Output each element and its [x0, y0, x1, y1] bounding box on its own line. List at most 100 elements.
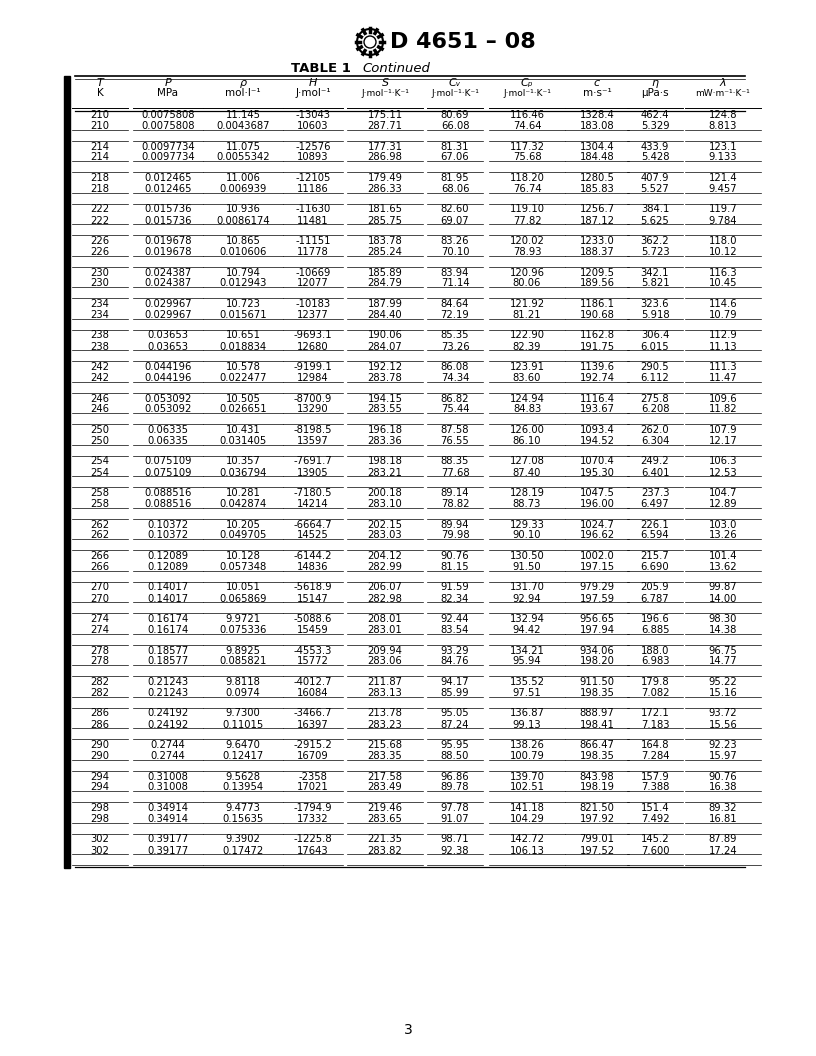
Text: 384.1: 384.1 — [641, 205, 669, 214]
Text: -8700.9: -8700.9 — [294, 394, 332, 403]
Text: 7.284: 7.284 — [641, 751, 669, 761]
Text: 7.082: 7.082 — [641, 689, 669, 698]
Text: 123.91: 123.91 — [509, 362, 544, 372]
Text: 290.5: 290.5 — [641, 362, 669, 372]
Text: 283.10: 283.10 — [368, 499, 402, 509]
Text: 12.53: 12.53 — [708, 468, 738, 477]
Text: 196.00: 196.00 — [579, 499, 614, 509]
Text: 238: 238 — [91, 331, 109, 340]
Text: 183.78: 183.78 — [368, 235, 402, 246]
Text: 185.83: 185.83 — [579, 184, 614, 194]
Text: 0.044196: 0.044196 — [144, 362, 192, 372]
Text: 1139.6: 1139.6 — [579, 362, 614, 372]
Text: 83.54: 83.54 — [441, 625, 469, 635]
Text: 0.10372: 0.10372 — [148, 520, 188, 529]
Text: 213.78: 213.78 — [367, 709, 402, 718]
Text: 16.38: 16.38 — [709, 782, 737, 792]
Text: 14.00: 14.00 — [709, 593, 737, 603]
Text: 196.18: 196.18 — [367, 425, 402, 435]
Text: 0.0097734: 0.0097734 — [141, 142, 195, 151]
Text: 0.012465: 0.012465 — [144, 173, 192, 183]
Text: 84.64: 84.64 — [441, 299, 469, 309]
Text: 1002.0: 1002.0 — [579, 551, 614, 561]
Text: 14.77: 14.77 — [708, 657, 738, 666]
Text: 6.401: 6.401 — [641, 468, 669, 477]
Text: 10.281: 10.281 — [225, 488, 260, 498]
Text: 230: 230 — [91, 267, 109, 278]
Text: 89.78: 89.78 — [441, 782, 469, 792]
Text: 5.527: 5.527 — [641, 184, 669, 194]
Text: 242: 242 — [91, 362, 109, 372]
Text: 462.4: 462.4 — [641, 110, 669, 120]
Text: 118.20: 118.20 — [509, 173, 544, 183]
Text: 10603: 10603 — [297, 121, 329, 131]
Text: 106.13: 106.13 — [509, 846, 544, 855]
Text: 75.68: 75.68 — [512, 152, 541, 163]
Text: 95.22: 95.22 — [708, 677, 738, 687]
Text: 116.46: 116.46 — [509, 110, 544, 120]
Text: 185.89: 185.89 — [367, 267, 402, 278]
Text: 0.065869: 0.065869 — [220, 593, 267, 603]
Text: 87.40: 87.40 — [512, 468, 541, 477]
Text: 10.431: 10.431 — [226, 425, 260, 435]
Text: 0.06335: 0.06335 — [148, 425, 188, 435]
Text: 151.4: 151.4 — [641, 803, 669, 813]
Text: 0.010606: 0.010606 — [220, 247, 267, 257]
Text: 15.56: 15.56 — [708, 719, 738, 730]
Text: 198.35: 198.35 — [579, 689, 614, 698]
Text: 81.95: 81.95 — [441, 173, 469, 183]
Text: -12576: -12576 — [295, 142, 330, 151]
Text: 0.075109: 0.075109 — [144, 468, 192, 477]
Text: 157.9: 157.9 — [641, 772, 669, 781]
Text: H: H — [308, 78, 317, 88]
Text: 86.08: 86.08 — [441, 362, 469, 372]
Text: 119.7: 119.7 — [708, 205, 738, 214]
Text: 282: 282 — [91, 689, 109, 698]
Text: 13597: 13597 — [297, 436, 329, 446]
Text: 284.07: 284.07 — [368, 341, 402, 352]
Text: 0.088516: 0.088516 — [144, 499, 192, 509]
Text: 0.15635: 0.15635 — [223, 814, 264, 824]
Text: 190.68: 190.68 — [579, 310, 614, 320]
Text: 80.06: 80.06 — [512, 279, 541, 288]
Text: 12.89: 12.89 — [708, 499, 738, 509]
Text: 119.10: 119.10 — [509, 205, 544, 214]
Text: 204.12: 204.12 — [367, 551, 402, 561]
Text: 89.14: 89.14 — [441, 488, 469, 498]
Text: 175.11: 175.11 — [367, 110, 402, 120]
Text: 79.98: 79.98 — [441, 530, 469, 541]
Text: 97.78: 97.78 — [441, 803, 469, 813]
Text: 290: 290 — [91, 740, 109, 750]
Text: 118.0: 118.0 — [709, 235, 737, 246]
Text: 0.029967: 0.029967 — [144, 299, 192, 309]
Text: 934.06: 934.06 — [579, 645, 614, 656]
Text: 0.17472: 0.17472 — [223, 846, 264, 855]
Text: 282.98: 282.98 — [367, 593, 402, 603]
Text: 82.39: 82.39 — [512, 341, 541, 352]
Text: 96.75: 96.75 — [708, 645, 738, 656]
Text: 362.2: 362.2 — [641, 235, 669, 246]
Text: m·s⁻¹: m·s⁻¹ — [583, 88, 611, 98]
Text: 85.35: 85.35 — [441, 331, 469, 340]
Text: 121.4: 121.4 — [708, 173, 738, 183]
Text: 68.06: 68.06 — [441, 184, 469, 194]
Text: 106.3: 106.3 — [709, 456, 737, 467]
Text: 1116.4: 1116.4 — [579, 394, 614, 403]
Text: 15772: 15772 — [297, 657, 329, 666]
Text: 13.62: 13.62 — [708, 562, 738, 572]
Text: 283.78: 283.78 — [368, 373, 402, 383]
Text: 15.16: 15.16 — [708, 689, 738, 698]
Text: 101.4: 101.4 — [709, 551, 737, 561]
Text: 10.794: 10.794 — [225, 267, 260, 278]
Text: 102.51: 102.51 — [509, 782, 544, 792]
Text: 10.79: 10.79 — [708, 310, 738, 320]
Text: 95.05: 95.05 — [441, 709, 469, 718]
Text: 17.24: 17.24 — [708, 846, 738, 855]
Text: 77.82: 77.82 — [512, 215, 541, 226]
Text: 270: 270 — [91, 593, 109, 603]
Text: 8.813: 8.813 — [709, 121, 737, 131]
Text: 287.71: 287.71 — [367, 121, 402, 131]
Text: 6.690: 6.690 — [641, 562, 669, 572]
Text: 0.015736: 0.015736 — [144, 215, 192, 226]
Text: 979.29: 979.29 — [579, 583, 614, 592]
